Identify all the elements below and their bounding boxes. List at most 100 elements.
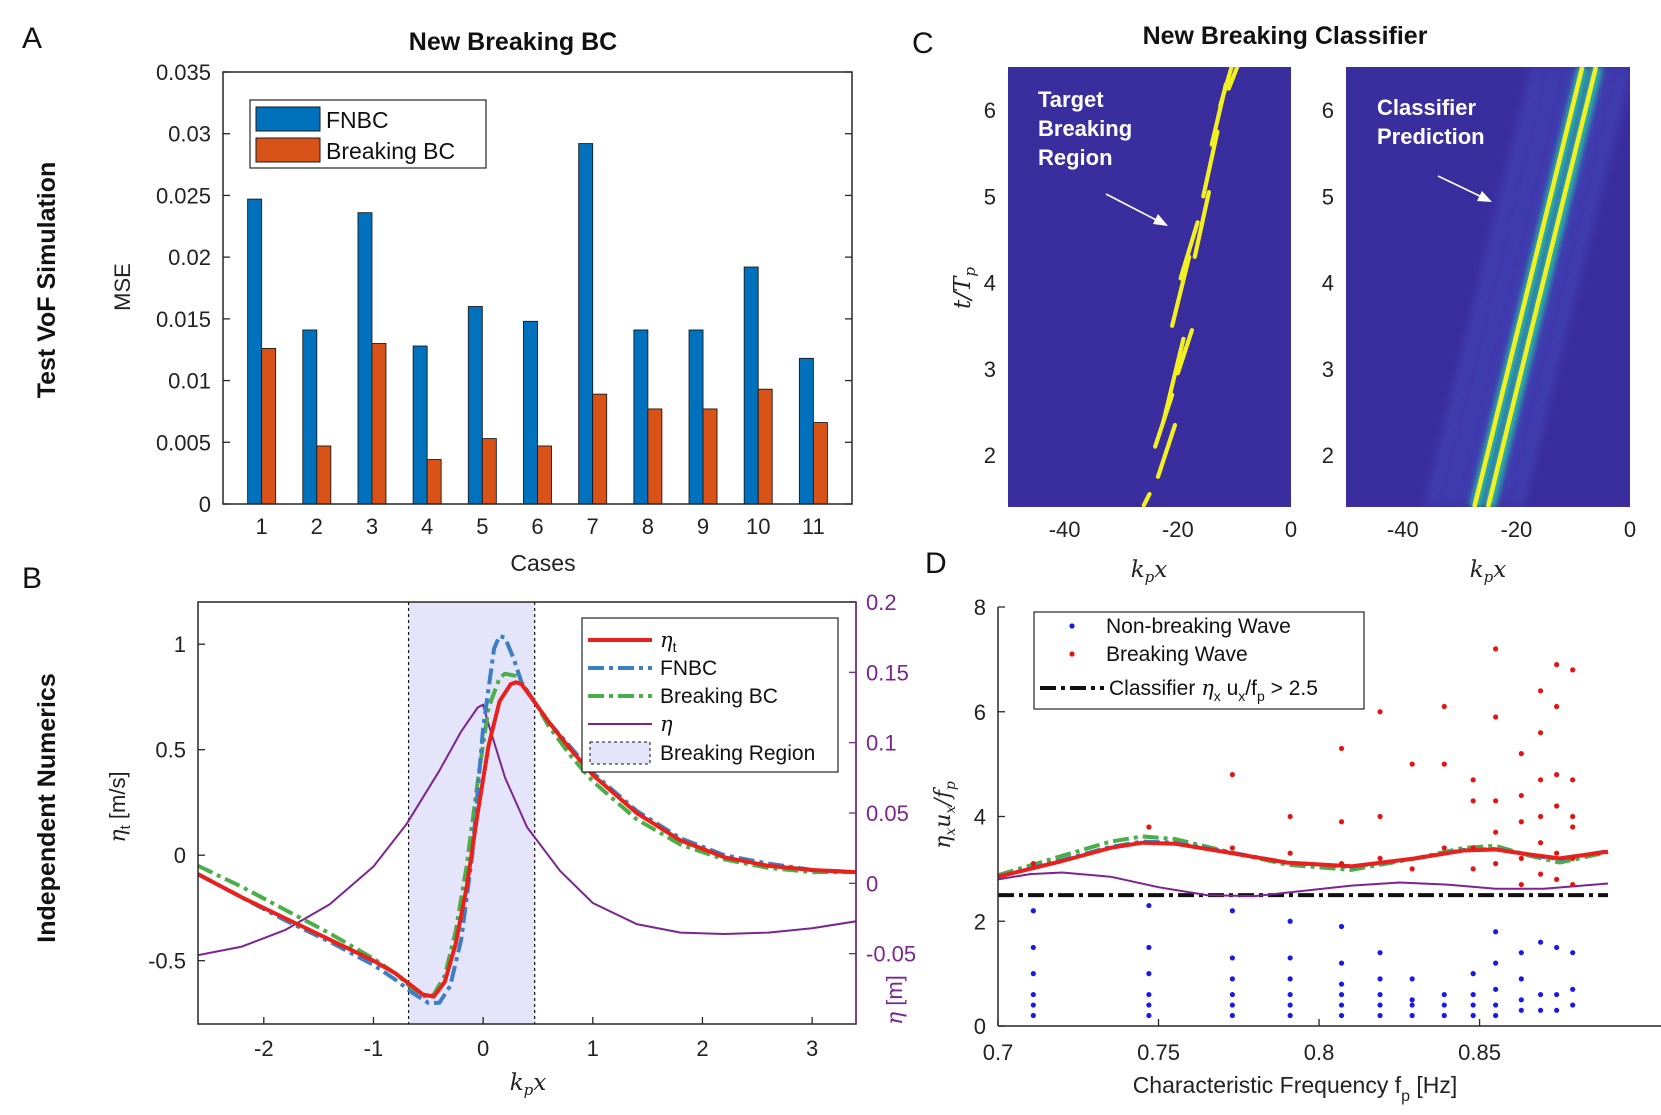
point-non-breaking	[1229, 976, 1235, 982]
x-tick-label: 4	[421, 514, 433, 539]
point-non-breaking	[1470, 1012, 1476, 1019]
annotation-prediction-arrow	[1437, 175, 1487, 200]
bar-fnbc-case-11	[798, 357, 814, 505]
annotation-prediction-arrowhead	[1477, 191, 1492, 202]
point-breaking	[1493, 861, 1499, 867]
point-non-breaking	[1146, 1012, 1152, 1019]
legend-swatch-fnbc	[255, 106, 321, 132]
panel-a-axis-ticks: 0 0.005 0.01 0.015 0.02 0.025 0.03 0.035 1 2 3 4 5 6 7…	[156, 60, 852, 539]
panel-a-letter: A	[22, 22, 42, 55]
x-tick-label: 0.75	[1137, 1040, 1180, 1065]
legend-label-non-breaking: Non-breaking Wave	[1106, 615, 1291, 638]
prediction-faint-band	[1512, 67, 1629, 507]
bar-fnbc-case-9	[688, 329, 704, 505]
point-breaking	[1030, 861, 1036, 867]
annotation-target-line2: Breaking	[1038, 116, 1132, 141]
point-non-breaking	[1409, 997, 1415, 1003]
y-tick-label-left: 2	[984, 443, 996, 468]
point-breaking	[1441, 845, 1447, 851]
heatmap-target-background	[1008, 67, 1291, 507]
point-non-breaking	[1493, 986, 1499, 992]
y-tick-label-left: 3	[984, 357, 996, 382]
y-tick-label: 0.02	[168, 245, 211, 270]
point-breaking	[1537, 688, 1544, 694]
panel-a: A Test VoF Simulation New Breaking BC MS…	[22, 22, 853, 576]
y-tick-label-right: 0.05	[866, 801, 909, 826]
point-non-breaking	[1338, 981, 1345, 987]
legend-label-eta: η	[660, 712, 673, 736]
x-tick-label-right: -40	[1387, 517, 1419, 542]
curve--	[998, 871, 1609, 898]
point-non-breaking	[1377, 950, 1383, 956]
y-tick-label: 2	[974, 909, 986, 934]
x-tick-label: 1	[587, 1036, 599, 1061]
point-breaking	[1470, 845, 1476, 851]
point-breaking	[1470, 777, 1476, 783]
line--	[198, 703, 856, 957]
point-non-breaking	[1493, 929, 1499, 935]
annotation-target: Target Breaking Region Classifier Predic…	[1038, 87, 1492, 226]
panel-d-ylabel: ηxux/fp	[931, 781, 959, 849]
bar-breaking-bc-case-3	[371, 343, 387, 505]
point-non-breaking	[1470, 1002, 1476, 1008]
y-tick-label-left: 0.5	[155, 738, 186, 763]
panel-b-ylabel-left: ηt [m/s]	[105, 771, 134, 842]
line--t	[198, 680, 856, 999]
point-non-breaking	[1554, 944, 1560, 951]
point-non-breaking	[1570, 986, 1576, 992]
target-breaking-streak	[1192, 189, 1212, 259]
panel-a-title: New Breaking BC	[409, 28, 617, 56]
y-tick-label-right: 4	[1322, 271, 1334, 296]
point-non-breaking	[1493, 960, 1499, 966]
point-non-breaking	[1493, 1002, 1499, 1008]
point-non-breaking	[1146, 1002, 1152, 1008]
point-non-breaking	[1537, 991, 1544, 998]
point-non-breaking	[1287, 1012, 1293, 1019]
point-breaking	[1146, 824, 1152, 830]
x-tick-label: 0	[477, 1036, 489, 1061]
x-tick-label: 0.7	[983, 1040, 1014, 1065]
point-non-breaking	[1554, 1007, 1560, 1013]
bar-fnbc-case-3	[357, 212, 373, 505]
point-non-breaking	[1287, 955, 1293, 961]
y-tick-label: 0	[199, 492, 211, 517]
point-breaking	[1518, 819, 1524, 825]
legend-marker-breaking	[1069, 651, 1075, 657]
y-tick-label: 0.01	[168, 369, 211, 394]
target-breaking-streak	[1141, 491, 1152, 507]
bar-breaking-bc-case-9	[702, 408, 718, 505]
x-tick-label-right: 0	[1624, 517, 1636, 542]
svg-text:t/Tp: t/Tp	[950, 267, 979, 309]
point-breaking	[1537, 777, 1544, 783]
legend-swatch-breaking-bc	[255, 137, 321, 163]
point-breaking	[1441, 703, 1447, 710]
point-non-breaking	[1030, 944, 1036, 951]
bar-breaking-bc-case-8	[647, 408, 663, 505]
legend-label-breaking-region: Breaking Region	[660, 742, 815, 765]
point-non-breaking	[1030, 908, 1036, 914]
point-breaking	[1518, 881, 1524, 888]
point-non-breaking	[1146, 971, 1152, 977]
point-non-breaking	[1287, 991, 1293, 998]
bar-fnbc-case-8	[633, 329, 649, 505]
point-non-breaking	[1338, 991, 1345, 998]
point-breaking	[1493, 798, 1499, 804]
point-breaking	[1537, 871, 1544, 877]
point-non-breaking	[1441, 991, 1447, 998]
point-breaking	[1554, 662, 1560, 668]
x-tick-label: -2	[254, 1036, 274, 1061]
point-breaking	[1570, 855, 1576, 862]
panel-b-ylabel-right: η [m]	[882, 975, 908, 1025]
legend-label-classifier: Classifier ηx ux/fp > 2.5	[1109, 676, 1318, 704]
y-tick-label: 4	[974, 805, 986, 830]
y-tick-label-left: 5	[984, 184, 996, 209]
point-breaking	[1518, 792, 1524, 799]
point-breaking	[1409, 866, 1415, 872]
point-non-breaking	[1377, 991, 1383, 998]
point-non-breaking	[1554, 991, 1560, 998]
panel-d: D ηxux/fp Characteristic Frequency fp [H…	[925, 547, 1661, 1105]
bar-fnbc-case-1	[247, 198, 263, 505]
row-label-bottom: Independent Numerics	[33, 673, 61, 943]
panel-a-xlabel: Cases	[510, 550, 575, 576]
prediction-faint-band	[1460, 67, 1578, 507]
